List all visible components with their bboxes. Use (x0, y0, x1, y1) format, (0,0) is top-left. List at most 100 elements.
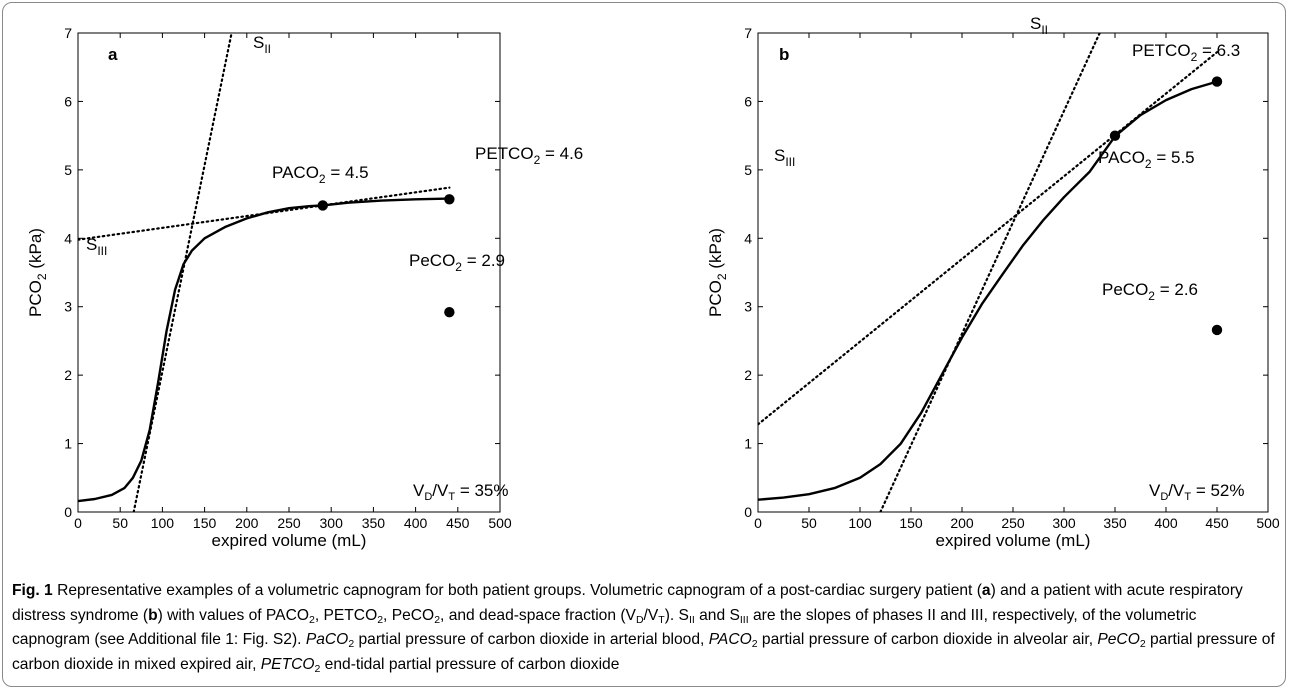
petco2-point (444, 194, 455, 205)
caption-text: partial pressure of carbon dioxide in al… (757, 631, 1098, 648)
x-tick-label: 100 (151, 515, 175, 531)
caption-term: PaCO (305, 631, 349, 648)
y-tick-label: 5 (744, 162, 752, 178)
caption-text: ). S (664, 606, 689, 624)
caption-text: end-tidal partial pressure of carbon dio… (320, 655, 620, 673)
panel-label: a (108, 45, 118, 64)
y-tick-label: 2 (744, 367, 752, 383)
x-tick-label: 500 (488, 515, 512, 531)
y-tick-label: 6 (744, 93, 752, 109)
caption-sub: D (635, 613, 644, 626)
x-tick-label: 50 (801, 515, 817, 531)
x-tick-label: 450 (1205, 515, 1229, 531)
caption-sub: 2 (1139, 638, 1146, 650)
x-tick-label: 500 (1256, 515, 1280, 531)
caption-term: PeCO (1097, 631, 1140, 648)
x-tick-label: 150 (899, 515, 923, 531)
y-tick-label: 5 (64, 162, 72, 178)
x-axis-label: expired volume (mL) (936, 531, 1091, 550)
caption-text: are the slopes of phases II and III, res… (12, 606, 1197, 649)
caption-text: /V (643, 606, 659, 624)
capnogram-curve (78, 197, 450, 503)
y-tick-label: 4 (744, 230, 752, 246)
x-tick-label: 200 (950, 515, 974, 531)
dead-space-fraction-label: VD/VT = 35% (413, 481, 509, 503)
panel-label: b (779, 45, 789, 64)
peco2-point (1211, 324, 1223, 336)
x-tick-label: 50 (112, 515, 128, 531)
y-axis-label: PCO2 (kPa) (706, 228, 729, 317)
caption-text: ) with values of PACO (157, 606, 309, 624)
peco2-label: PeCO2 = 2.9 (409, 251, 505, 274)
caption-sub: 2 (348, 638, 355, 650)
petco2-label: PETCO2 = 6.3 (1132, 41, 1240, 64)
caption-text: , PETCO (314, 606, 378, 624)
caption-panel-a: a (981, 582, 991, 599)
peco2-label: PeCO2 = 2.6 (1102, 280, 1198, 303)
caption-sub: 2 (434, 613, 441, 626)
slope-ii-label: SII (253, 33, 271, 56)
slope-ii-label: SII (1030, 14, 1048, 37)
paco2-label: PACO2 = 4.5 (272, 163, 369, 186)
y-tick-label: 0 (64, 504, 72, 520)
y-tick-label: 0 (744, 504, 752, 520)
x-tick-label: 0 (74, 515, 82, 531)
y-tick-label: 7 (64, 25, 72, 41)
caption-text: , and dead-space fraction (V (440, 606, 636, 624)
caption-text: partial pressure of carbon dioxide in mi… (12, 631, 1275, 673)
y-tick-label: 2 (64, 367, 72, 383)
x-tick-label: 350 (1103, 515, 1127, 531)
caption-text: ) and a patient with acute respiratory d… (12, 582, 1243, 624)
caption-text: and S (694, 606, 740, 624)
caption-sub: T (658, 613, 665, 626)
slope-iii-label: SIII (774, 146, 795, 169)
caption-sub: 2 (377, 613, 384, 626)
caption-text: , PeCO (383, 606, 435, 624)
caption-sub: 2 (314, 662, 321, 675)
y-tick-label: 3 (744, 299, 752, 315)
caption-term: PACO (708, 631, 752, 648)
caption-fig-label: Fig. 1 (12, 582, 53, 599)
peco2-point (444, 306, 455, 318)
petco2-label: PETCO2 = 4.6 (475, 144, 583, 167)
x-tick-label: 100 (848, 515, 872, 531)
slope-phase-ii-line (132, 33, 233, 512)
x-tick-label: 300 (1052, 515, 1076, 531)
caption-term: PETCO (260, 655, 315, 673)
paco2-point (317, 200, 328, 211)
x-tick-label: 400 (1154, 515, 1178, 531)
slope-iii-label: SIII (86, 235, 107, 258)
y-tick-label: 1 (744, 436, 752, 452)
slope-phase-ii-line (879, 33, 1101, 512)
caption-panel-b: b (148, 606, 158, 624)
paco2-label: PACO2 = 5.5 (1098, 148, 1195, 171)
petco2-point (1211, 76, 1223, 87)
dead-space-fraction-label: VD/VT = 52% (1149, 481, 1245, 503)
y-tick-label: 3 (64, 299, 72, 315)
x-tick-label: 400 (404, 515, 428, 531)
caption-sub: 2 (751, 638, 758, 650)
x-tick-label: 200 (235, 515, 259, 531)
x-tick-label: 350 (362, 515, 386, 531)
y-tick-label: 7 (744, 25, 752, 41)
y-tick-label: 4 (64, 230, 72, 246)
x-tick-label: 0 (754, 515, 762, 531)
x-tick-label: 250 (1001, 515, 1025, 531)
x-axis-label: expired volume (mL) (212, 531, 367, 550)
x-tick-label: 300 (320, 515, 344, 531)
paco2-point (1109, 130, 1121, 141)
chart-panel-b: 0 50 100 150 200 250 300 350 400 450 500 0 1 2 3 4 5 6 7 ex… (706, 25, 1280, 550)
plot-area-border (757, 32, 1269, 513)
x-tick-label: 250 (277, 515, 301, 531)
y-axis-label: PCO2 (kPa) (26, 228, 49, 317)
y-tick-label: 6 (64, 93, 72, 109)
slope-phase-iii-line (78, 186, 451, 241)
caption-text: Representative examples of a volumetric … (52, 582, 982, 599)
plot-area-border (77, 32, 501, 513)
x-tick-label: 150 (193, 515, 217, 531)
caption-sub: II (688, 613, 695, 626)
figure-caption: Fig. 1 Representative examples of a volu… (12, 579, 1277, 677)
y-tick-label: 1 (64, 436, 72, 452)
